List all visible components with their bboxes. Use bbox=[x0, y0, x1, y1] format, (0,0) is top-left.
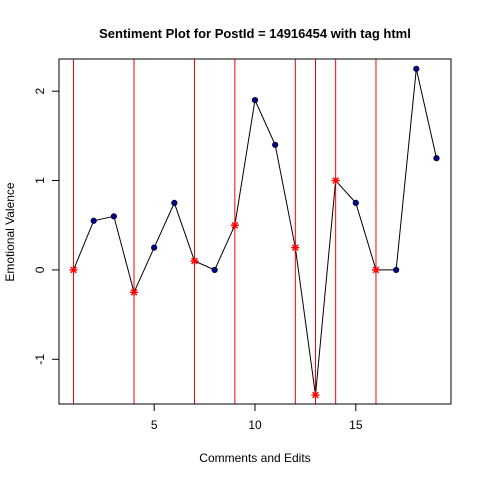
data-point bbox=[393, 266, 400, 274]
edit-point-marker bbox=[291, 243, 300, 252]
data-point bbox=[90, 217, 97, 224]
x-axis-label: Comments and Edits bbox=[199, 451, 310, 465]
data-point bbox=[171, 199, 178, 206]
y-axis-label: Emotional Valence bbox=[3, 182, 17, 281]
data-point bbox=[352, 199, 359, 206]
data-point bbox=[110, 213, 117, 220]
y-tick-label: -1 bbox=[33, 354, 47, 365]
edit-point-marker bbox=[130, 288, 139, 297]
edit-point-marker bbox=[190, 256, 199, 265]
x-tick-label: 10 bbox=[248, 418, 262, 432]
data-point bbox=[211, 266, 218, 274]
x-tick-label: 15 bbox=[349, 418, 363, 432]
edit-point-marker bbox=[311, 391, 320, 400]
x-tick-label: 5 bbox=[151, 418, 158, 432]
edit-lines-layer bbox=[73, 59, 377, 404]
x-axis: 5 10 15 bbox=[151, 404, 363, 432]
chart-title: Sentiment Plot for PostId = 14916454 wit… bbox=[99, 26, 411, 41]
y-tick-label: 2 bbox=[33, 88, 47, 95]
edit-point-marker bbox=[371, 265, 380, 274]
data-point bbox=[251, 97, 259, 104]
data-point bbox=[151, 244, 158, 251]
edit-point-marker bbox=[331, 176, 340, 185]
data-point bbox=[413, 65, 420, 72]
data-point bbox=[433, 155, 440, 162]
data-points-layer bbox=[69, 65, 440, 400]
y-tick-label: 0 bbox=[33, 266, 47, 273]
edit-point-marker bbox=[230, 221, 239, 230]
edit-point-marker bbox=[69, 265, 78, 274]
y-axis: -1 0 1 2 bbox=[33, 88, 59, 365]
y-tick-label: 1 bbox=[33, 177, 47, 184]
data-point bbox=[272, 141, 279, 148]
